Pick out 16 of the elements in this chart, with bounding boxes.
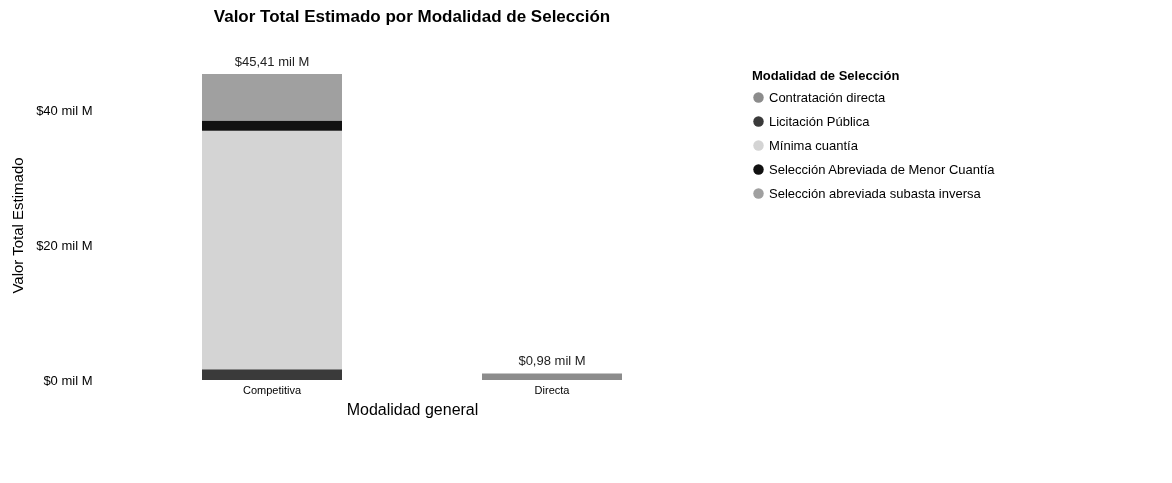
total-label: $45,41 mil M bbox=[234, 54, 310, 70]
y-tick-label: $0 mil M bbox=[43, 372, 93, 388]
x-tick-label: Directa bbox=[534, 383, 571, 396]
x-tick-label: Competitiva bbox=[242, 383, 302, 396]
legend-label: Selección abreviada subasta inversa bbox=[769, 185, 982, 201]
legend-title: Modalidad de Selección bbox=[752, 68, 900, 83]
legend-label: Licitación Pública bbox=[769, 113, 871, 129]
chart-title: Valor Total Estimado por Modalidad de Selección bbox=[213, 7, 611, 27]
legend-label: Contratación directa bbox=[769, 89, 887, 105]
legend-label: Selección Abreviada de Menor Cuantía bbox=[769, 161, 996, 177]
y-tick-label: $40 mil M bbox=[36, 102, 93, 118]
total-label: $0,98 mil M bbox=[518, 353, 586, 369]
x-axis-title: Modalidad general bbox=[346, 400, 479, 418]
y-tick-label: $20 mil M bbox=[36, 237, 93, 253]
y-axis-title: Valor Total Estimado bbox=[9, 157, 27, 294]
legend-label: Mínima cuantía bbox=[769, 137, 859, 153]
